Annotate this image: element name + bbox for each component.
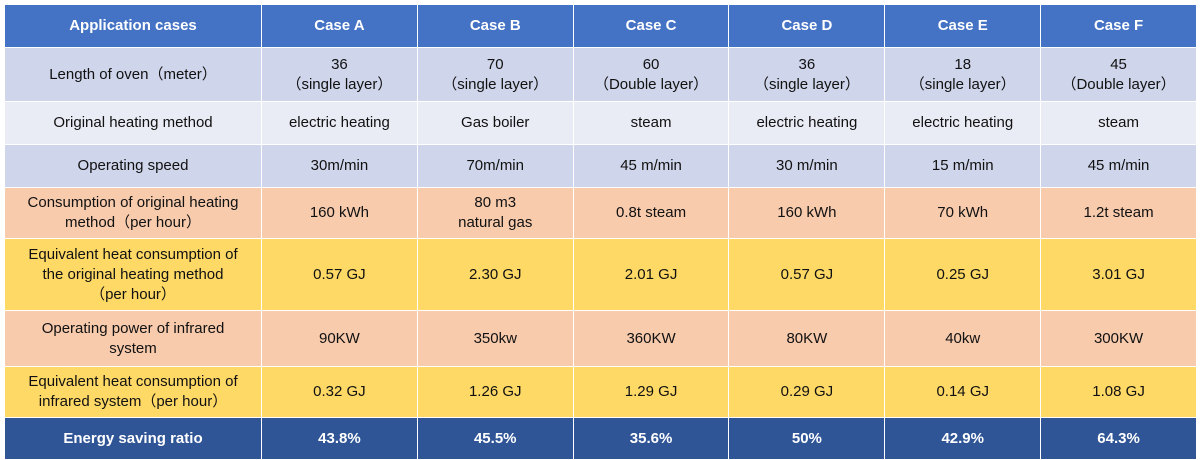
table-cell: 45 m/min [572, 144, 730, 188]
table-cell: electric heating [884, 101, 1042, 145]
table-cell: 1.29 GJ [572, 366, 730, 418]
table-cell: electric heating [261, 101, 418, 145]
table-cell: 3.01 GJ [1040, 238, 1197, 311]
row-label: Length of oven（meter） [4, 47, 262, 102]
table-row: Length of oven（meter） 36 （single layer） 70… [4, 47, 1197, 102]
table-cell: 300KW [1040, 310, 1197, 367]
table-cell: 80 m3 natural gas [416, 187, 574, 239]
table-cell: 0.8t steam [572, 187, 730, 239]
table-cell: 45.5% [416, 417, 574, 460]
table-cell: 1.2t steam [1040, 187, 1197, 239]
table-cell: electric heating [728, 101, 886, 145]
table-cell: 350kw [416, 310, 574, 367]
row-label: Operating speed [4, 144, 262, 188]
header-cell: Case E [884, 4, 1042, 48]
table-row: Energy saving ratio 43.8% 45.5% 35.6% 50% 42.… [4, 417, 1197, 460]
table-cell: Gas boiler [416, 101, 574, 145]
table-cell: 360KW [572, 310, 730, 367]
table-cell: 0.57 GJ [728, 238, 886, 311]
table-cell: 60 （Double layer） [572, 47, 730, 102]
table-cell: 2.30 GJ [416, 238, 574, 311]
row-label: Original heating method [4, 101, 262, 145]
table-cell: steam [1040, 101, 1197, 145]
table-row: Equivalent heat consumption of infrared … [4, 366, 1197, 418]
table-cell: 90KW [261, 310, 418, 367]
row-label: Operating power of infrared system [4, 310, 262, 367]
table-cell: 70m/min [416, 144, 574, 188]
table-cell: 30m/min [261, 144, 418, 188]
table-row: Consumption of original heating method（p… [4, 187, 1197, 239]
table-row: Operating power of infrared system 90KW 35… [4, 310, 1197, 367]
table-cell: 160 kWh [728, 187, 886, 239]
table-cell: 50% [728, 417, 886, 460]
table-cell: 43.8% [261, 417, 418, 460]
table-cell: 45 （Double layer） [1040, 47, 1197, 102]
header-cell: Case F [1040, 4, 1197, 48]
table-cell: 64.3% [1040, 417, 1197, 460]
table-cell: 2.01 GJ [572, 238, 730, 311]
row-label: Energy saving ratio [4, 417, 262, 460]
header-cell: Application cases [4, 4, 262, 48]
header-cell: Case D [728, 4, 886, 48]
table-row: Equivalent heat consumption of the origi… [4, 238, 1197, 311]
table-row: Operating speed 30m/min 70m/min 45 m/min 30 … [4, 144, 1197, 188]
table-cell: 45 m/min [1040, 144, 1197, 188]
table-cell: 15 m/min [884, 144, 1042, 188]
table-cell: 35.6% [572, 417, 730, 460]
table-cell: 1.26 GJ [416, 366, 574, 418]
header-cell: Case A [261, 4, 418, 48]
table-cell: steam [572, 101, 730, 145]
row-label: Consumption of original heating method（p… [4, 187, 262, 239]
table-cell: 0.57 GJ [261, 238, 418, 311]
table-cell: 40kw [884, 310, 1042, 367]
table-cell: 36 （single layer） [728, 47, 886, 102]
table-cell: 36 （single layer） [261, 47, 418, 102]
table-cell: 160 kWh [261, 187, 418, 239]
table-cell: 0.25 GJ [884, 238, 1042, 311]
row-label: Equivalent heat consumption of the origi… [4, 238, 262, 311]
table-cell: 70 （single layer） [416, 47, 574, 102]
header-cell: Case B [416, 4, 574, 48]
row-label: Equivalent heat consumption of infrared … [4, 366, 262, 418]
table-cell: 1.08 GJ [1040, 366, 1197, 418]
header-cell: Case C [572, 4, 730, 48]
table-cell: 0.29 GJ [728, 366, 886, 418]
table-cell: 30 m/min [728, 144, 886, 188]
table-cell: 18 （single layer） [884, 47, 1042, 102]
header-row: Application cases Case A Case B Case C Case … [4, 4, 1197, 48]
table-cell: 42.9% [884, 417, 1042, 460]
table-cell: 70 kWh [884, 187, 1042, 239]
table-row: Original heating method electric heating G… [4, 101, 1197, 145]
comparison-table: Application cases Case A Case B Case C Case … [4, 4, 1197, 460]
table-cell: 0.32 GJ [261, 366, 418, 418]
table-cell: 80KW [728, 310, 886, 367]
table-cell: 0.14 GJ [884, 366, 1042, 418]
